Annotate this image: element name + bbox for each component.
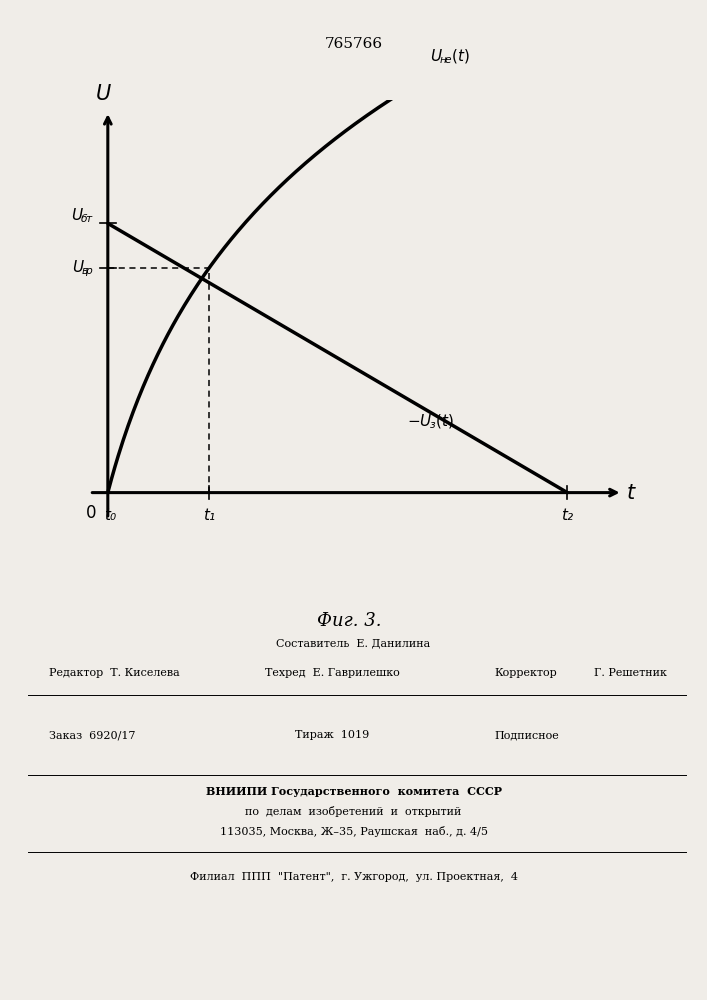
Text: $U_{\!н\!е}(t)$: $U_{\!н\!е}(t)$ — [430, 48, 469, 66]
Text: Редактор  Т. Киселева: Редактор Т. Киселева — [49, 668, 180, 678]
Text: 0: 0 — [86, 504, 96, 522]
Text: t: t — [627, 483, 635, 503]
Text: t₁: t₁ — [203, 508, 215, 523]
Text: Филиал  ППП  "Патент",  г. Ужгород,  ул. Проектная,  4: Филиал ППП "Патент", г. Ужгород, ул. Про… — [189, 872, 518, 882]
Text: Подписное: Подписное — [495, 730, 560, 740]
Text: Фиг. 3.: Фиг. 3. — [317, 612, 382, 630]
Text: по  делам  изобретений  и  открытий: по делам изобретений и открытий — [245, 806, 462, 817]
Text: Техред  Е. Гаврилешко: Техред Е. Гаврилешко — [265, 668, 399, 678]
Text: Тираж  1019: Тираж 1019 — [295, 730, 370, 740]
Text: $-U_{\!з}(t)$: $-U_{\!з}(t)$ — [407, 413, 453, 431]
Text: t₀: t₀ — [104, 508, 116, 523]
Text: Г. Решетник: Г. Решетник — [594, 668, 667, 678]
Text: 113035, Москва, Ж–35, Раушская  наб., д. 4/5: 113035, Москва, Ж–35, Раушская наб., д. … — [219, 826, 488, 837]
Text: $U_{\!в\!р}$: $U_{\!в\!р}$ — [72, 258, 94, 279]
Text: 765766: 765766 — [325, 37, 382, 51]
Text: t₂: t₂ — [561, 508, 573, 523]
Text: ВНИИПИ Государственного  комитета  СССР: ВНИИПИ Государственного комитета СССР — [206, 786, 501, 797]
Text: $U_{\!б\!т}$: $U_{\!б\!т}$ — [71, 207, 94, 225]
Text: Составитель  Е. Данилина: Составитель Е. Данилина — [276, 638, 431, 648]
Text: Заказ  6920/17: Заказ 6920/17 — [49, 730, 136, 740]
Text: U: U — [95, 84, 111, 104]
Text: Корректор: Корректор — [495, 668, 558, 678]
